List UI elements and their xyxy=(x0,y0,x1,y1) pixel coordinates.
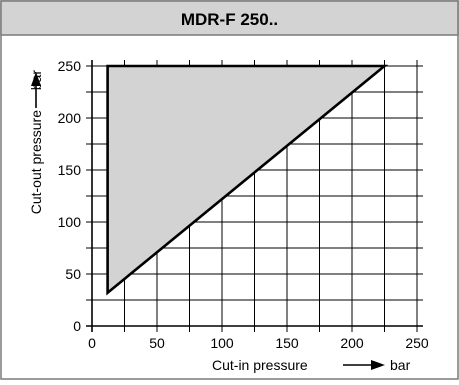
title-band xyxy=(0,0,459,36)
x-axis-unit: bar xyxy=(390,357,411,373)
y-tick-label: 200 xyxy=(58,110,82,126)
y-axis-arrow-icon xyxy=(31,72,41,108)
x-tick-label: 0 xyxy=(88,335,96,351)
y-tick-label: 150 xyxy=(58,162,82,178)
y-axis-unit: bar xyxy=(28,70,44,91)
axes xyxy=(86,60,423,332)
x-axis-arrow-icon xyxy=(343,360,385,370)
x-tick-label: 250 xyxy=(405,335,429,351)
operating-region xyxy=(106,64,389,296)
y-tick-label: 250 xyxy=(58,58,82,74)
x-tick-label: 100 xyxy=(210,335,234,351)
y-tick-labels: 0 50 100 150 200 250 xyxy=(58,58,82,334)
operating-region-layer xyxy=(106,64,389,296)
y-axis-label: Cut-out pressure xyxy=(28,110,44,214)
y-tick-label: 50 xyxy=(65,266,81,282)
y-tick-label: 100 xyxy=(58,214,82,230)
y-tick-label: 0 xyxy=(73,318,81,334)
x-tick-label: 150 xyxy=(275,335,299,351)
x-tick-labels: 0 50 100 150 200 250 xyxy=(88,335,429,351)
x-axis-label: Cut-in pressure xyxy=(212,357,308,373)
chart-title: MDR-F 250.. xyxy=(181,10,278,29)
x-tick-label: 200 xyxy=(340,335,364,351)
x-tick-label: 50 xyxy=(149,335,165,351)
